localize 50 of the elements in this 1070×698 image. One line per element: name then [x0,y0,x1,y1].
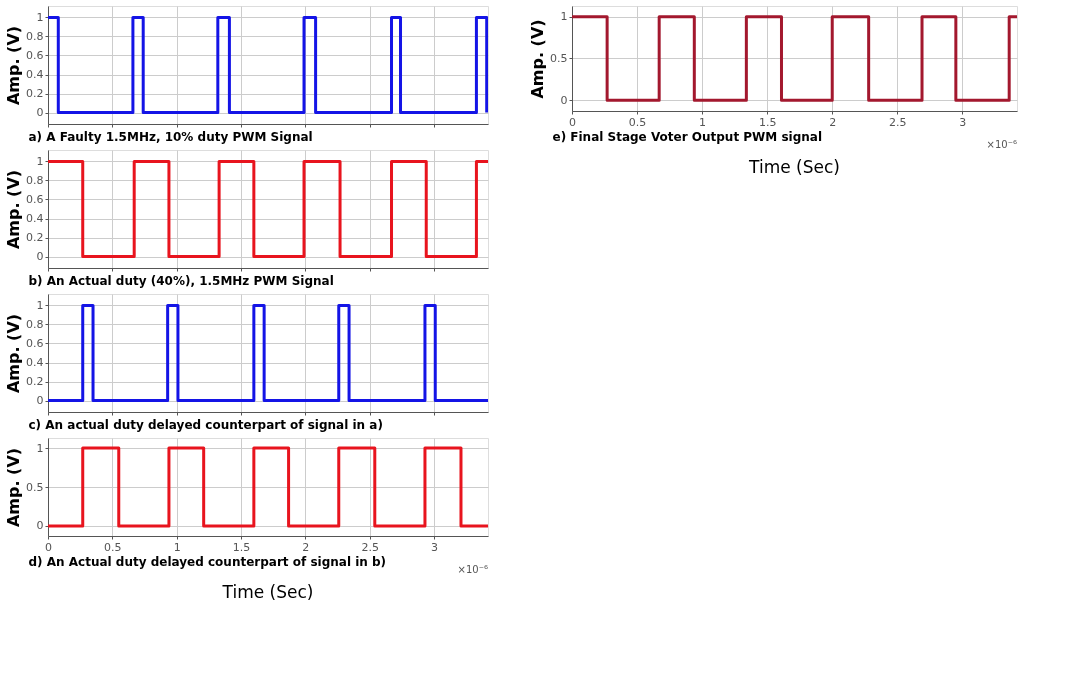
x-axis-title: Time (Sec) [221,582,314,602]
text: b) An Actual duty (40%), 1.5MHz PWM Signal [28,274,334,288]
x-tick-label: 3 [959,115,967,129]
y-tick-label: 0 [36,519,44,533]
y-axis-title: Amp. (V) [4,169,24,250]
y-tick-label: 0.6 [26,48,44,62]
y-tick-label: 0.2 [26,375,44,389]
x-tick-label: 0.5 [628,115,647,129]
text: e) Final Stage Voter Output PWM signal [552,129,823,144]
y-tick-label: 1 [36,441,44,455]
y-tick-label: 0.8 [26,173,44,187]
x-tick-label: 2.5 [361,540,379,554]
y-tick-label: 0 [36,394,44,408]
text: a) A Faulty 1.5MHz, 10% duty PWM Signal [28,130,313,144]
y-tick-label: 0 [36,106,44,120]
y-tick-label: 0.5 [550,52,568,65]
x-tick-label: 1 [699,115,707,129]
x-tick-label: 1 [173,540,181,554]
text: c) An actual duty delayed counterpart of signal in a) [28,418,383,432]
x-tick-label: 2 [829,115,837,129]
y-tick-label: 0.6 [26,192,44,206]
x-axis-title: Time (Sec) [748,157,840,177]
x-tick-label: 2.5 [889,115,907,129]
y-tick-label: 1 [36,154,44,168]
y-tick-label: 0.4 [26,356,44,370]
y-tick-label: 0 [560,93,568,107]
x-tick-label: 1.5 [758,115,777,129]
y-axis-title: Amp. (V) [4,313,24,394]
y-tick-label: 0.2 [26,87,44,101]
text: d) An Actual duty delayed counterpart of signal in b) [28,554,387,569]
x-tick-label: 0.5 [104,540,122,554]
y-tick-label: 0 [36,250,44,264]
y-tick-label: 1 [36,298,44,312]
x-tick-label: 1.5 [232,540,251,554]
y-axis-title: Amp. (V) [528,19,548,99]
y-axis-title: Amp. (V) [4,447,24,528]
y-axis-title: Amp. (V) [4,25,24,106]
y-tick-label: 0.4 [26,68,44,82]
text: ×10⁻⁶ [457,564,488,575]
y-tick-label: 1 [36,10,44,24]
y-tick-label: 0.4 [26,212,44,226]
y-tick-label: 0.2 [26,231,44,245]
x-tick-label: 2 [302,540,310,554]
x-tick-label: 3 [430,540,438,554]
y-tick-label: 0.8 [26,317,44,331]
text: ×10⁻⁶ [986,139,1017,150]
y-tick-label: 1 [560,10,568,24]
y-tick-label: 0.6 [26,336,44,350]
y-tick-label: 0.5 [26,480,44,494]
y-tick-label: 0.8 [26,29,44,43]
